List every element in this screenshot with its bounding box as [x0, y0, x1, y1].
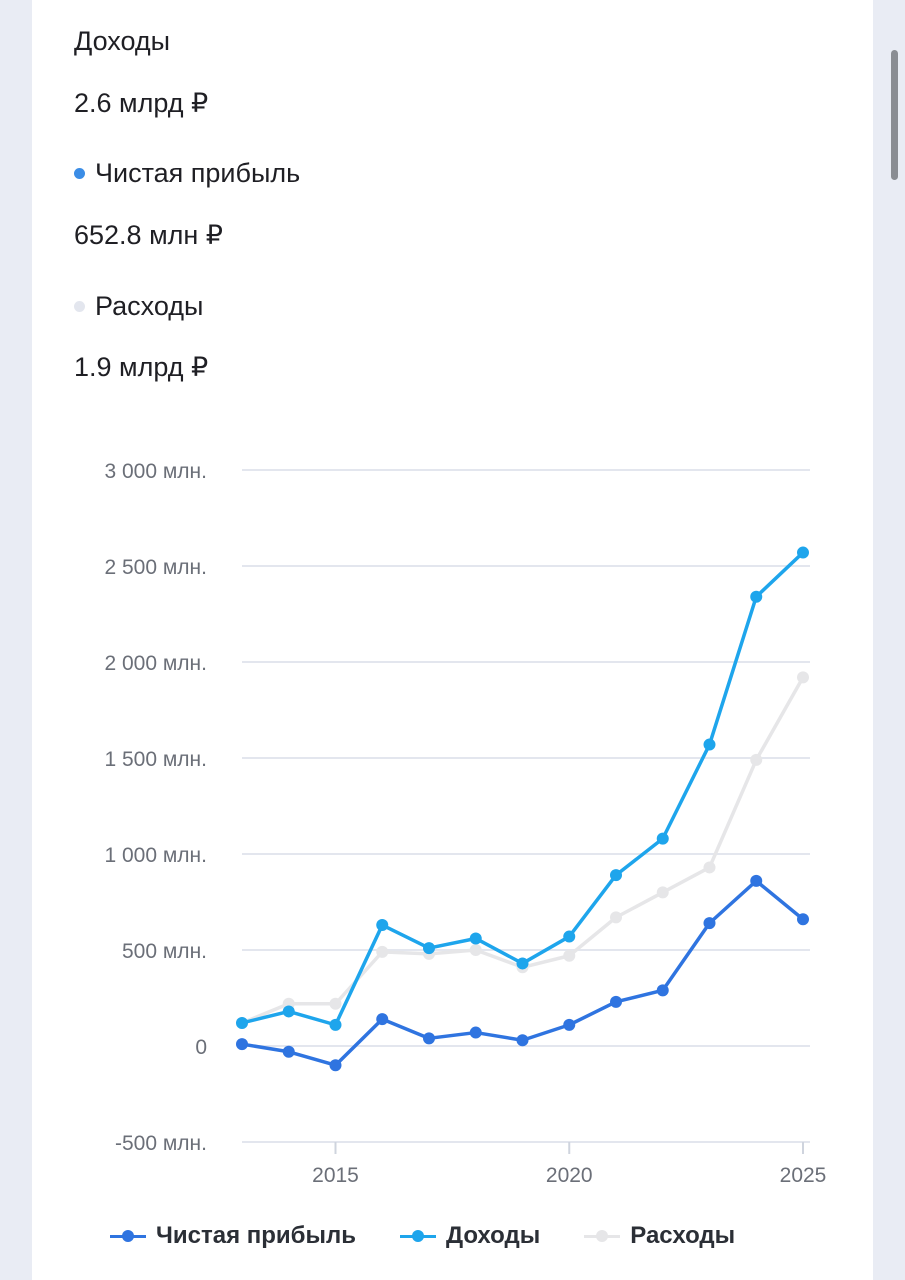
legend-expenses-label: Расходы [630, 1222, 736, 1249]
data-point-expenses[interactable] [703, 861, 716, 874]
data-point-profit[interactable] [329, 1059, 342, 1072]
data-point-profit[interactable] [236, 1038, 248, 1051]
grid-lines [242, 469, 810, 1143]
legend-item-expenses[interactable]: Расходы [584, 1222, 735, 1250]
data-point-income[interactable] [610, 869, 622, 882]
data-point-expenses[interactable] [610, 911, 622, 924]
data-point-expenses[interactable] [563, 949, 576, 962]
profit-value: 652.8 млн ₽ [74, 220, 223, 250]
data-point-income[interactable] [236, 1016, 248, 1029]
y-tick-label: -500 млн. [115, 1132, 207, 1155]
data-point-income[interactable] [750, 590, 763, 603]
expenses-dot-icon [74, 301, 85, 312]
data-point-expenses[interactable] [376, 945, 389, 958]
data-point-expenses[interactable] [329, 997, 342, 1010]
profit-label-text: Чистая прибыль [95, 158, 301, 188]
legend-expenses-swatch-icon [584, 1230, 621, 1242]
expenses-value: 1.9 млрд ₽ [74, 352, 209, 382]
data-point-income[interactable] [563, 930, 576, 943]
data-point-profit[interactable] [469, 1026, 482, 1039]
series-line-income [241, 551, 805, 1027]
data-point-income[interactable] [423, 942, 435, 955]
series-profit [236, 874, 809, 1072]
y-tick-label: 2 000 млн. [104, 652, 207, 675]
profit-dot-icon [74, 168, 85, 179]
legend-income-label: Доходы [445, 1222, 541, 1249]
data-point-profit[interactable] [610, 995, 622, 1008]
data-point-income[interactable] [329, 1018, 342, 1031]
legend-profit-label: Чистая прибыль [156, 1222, 356, 1249]
x-tick-label: 2020 [546, 1164, 593, 1187]
income-label: Доходы [74, 26, 170, 57]
data-point-profit[interactable] [282, 1045, 295, 1058]
y-tick-label: 1 000 млн. [104, 844, 207, 867]
y-tick-label: 0 [195, 1036, 207, 1059]
income-value: 2.6 млрд ₽ [74, 88, 209, 118]
legend-item-profit[interactable]: Чистая прибыль [110, 1222, 356, 1250]
y-axis-labels: 3 000 млн. 2 500 млн. 2 000 млн. 1 500 млн.… [104, 460, 207, 1155]
expenses-label-text: Расходы [95, 291, 204, 321]
data-point-expenses[interactable] [797, 671, 809, 684]
data-point-income[interactable] [282, 1005, 295, 1018]
x-tick-label: 2015 [312, 1164, 359, 1187]
data-point-profit[interactable] [563, 1018, 576, 1031]
legend-item-income[interactable]: Доходы [399, 1222, 541, 1250]
series-income [236, 546, 809, 1031]
expenses-label: Расходы [74, 291, 203, 322]
legend-profit-swatch-icon [110, 1230, 146, 1242]
data-point-expenses[interactable] [656, 886, 669, 899]
data-point-profit[interactable] [750, 874, 763, 887]
y-tick-label: 3 000 млн. [104, 460, 207, 483]
data-point-profit[interactable] [656, 984, 669, 997]
income-label-text: Доходы [74, 26, 171, 56]
data-point-profit[interactable] [703, 917, 716, 930]
data-point-income[interactable] [797, 546, 809, 559]
data-point-income[interactable] [376, 919, 389, 932]
data-point-expenses[interactable] [750, 753, 763, 766]
data-point-profit[interactable] [797, 913, 809, 926]
data-point-profit[interactable] [423, 1032, 435, 1045]
data-point-income[interactable] [469, 932, 482, 945]
chart-legend: Чистая прибыль Доходы Расходы [110, 1222, 779, 1250]
x-tick-label: 2025 [780, 1164, 827, 1187]
y-tick-label: 500 млн. [122, 940, 207, 963]
data-point-income[interactable] [656, 832, 669, 845]
profit-label: Чистая прибыль [74, 158, 300, 189]
data-point-profit[interactable] [516, 1034, 529, 1047]
x-axis: 2015 2020 2025 [312, 1142, 826, 1187]
y-tick-label: 1 500 млн. [104, 748, 207, 771]
data-point-expenses[interactable] [469, 944, 482, 956]
scrollbar[interactable] [891, 50, 898, 180]
legend-income-swatch-icon [399, 1230, 436, 1242]
report-card: Доходы 2.6 млрд ₽ Чистая прибыль 652.8 м… [32, 0, 873, 1280]
series-expenses [236, 671, 809, 1029]
data-point-profit[interactable] [376, 1013, 389, 1026]
data-point-income[interactable] [516, 957, 529, 970]
data-point-income[interactable] [703, 738, 716, 751]
y-tick-label: 2 500 млн. [104, 556, 207, 579]
series-lines [236, 546, 809, 1072]
